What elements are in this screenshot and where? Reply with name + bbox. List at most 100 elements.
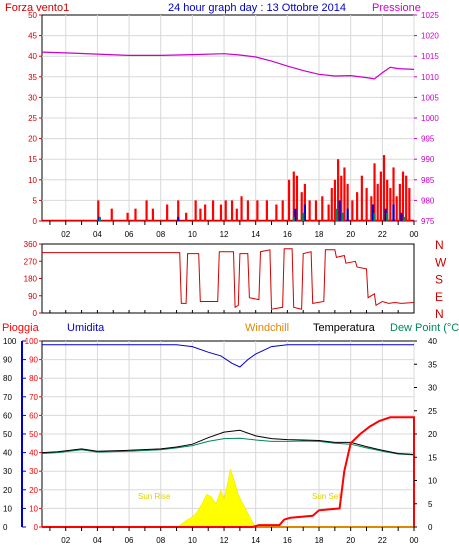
wind-avg-bar — [346, 208, 349, 221]
wind-gust-bar — [199, 208, 202, 221]
compass-label: E — [435, 290, 443, 304]
wind-gust-bar — [382, 155, 386, 221]
temperature-tick-label: 15 — [428, 453, 437, 462]
rain-tick-label: 0 — [34, 523, 39, 532]
wind-gust-bar — [145, 200, 148, 221]
wind-avg-bar — [338, 200, 341, 221]
wind-gust-bar — [308, 200, 311, 221]
wind-gust-bar — [300, 192, 303, 221]
hour-tick-label: 00 — [410, 536, 419, 545]
wind-tick-label: 45 — [28, 32, 37, 41]
hour-tick-label: 14 — [251, 536, 260, 545]
temperature-tick-label: 10 — [428, 477, 437, 486]
wind-gust-bar — [194, 200, 197, 221]
temperature-tick-label: 20 — [428, 430, 437, 439]
wind-gust-bar — [398, 183, 401, 221]
wind-gust-bar — [337, 159, 340, 221]
wind-pressure-axes: 0510152025303540455097598098599099510001… — [28, 11, 439, 239]
hour-tick-label: 22 — [378, 536, 387, 545]
wind-gust-bar — [351, 200, 354, 221]
hour-tick-label: 18 — [315, 536, 324, 545]
wind-gust-bar — [346, 183, 349, 221]
wind-gust-bar — [340, 175, 343, 221]
hour-tick-label: 22 — [378, 230, 387, 239]
hour-tick-label: 08 — [156, 536, 165, 545]
pressure-tick-label: 985 — [421, 176, 435, 185]
wind-direction-chart: 360 N 270 W 180 S 90 E 0 N — [24, 238, 447, 321]
wind-calm-bar — [302, 212, 305, 221]
pressure-tick-label: 980 — [421, 196, 435, 205]
pressure-tick-label: 975 — [421, 217, 435, 226]
sunset-annotation: Sun Set — [312, 492, 341, 501]
temperature-tick-label: 5 — [428, 500, 433, 509]
hour-tick-label: 12 — [220, 230, 229, 239]
wind-gust-bar — [219, 204, 223, 221]
wind-tick-label: 50 — [28, 11, 37, 20]
pressure-tick-label: 990 — [421, 155, 435, 164]
wind-gust-bar — [386, 179, 389, 221]
wind-avg-bar — [384, 208, 387, 221]
wind-tick-label: 10 — [28, 176, 37, 185]
humidity-line — [42, 344, 414, 368]
humidity-tick-label: 60 — [3, 411, 12, 420]
pressure-tick-label: 1025 — [421, 11, 439, 20]
temperature-line — [41, 429, 415, 455]
hour-tick-label: 12 — [220, 536, 229, 545]
wind-gust-bar — [166, 204, 169, 221]
rain-tick-label: 20 — [29, 486, 38, 495]
wind-gust-bar — [246, 200, 249, 221]
dewpoint-label: Dew Point (°C — [390, 322, 459, 334]
wind-gust-bar — [126, 212, 129, 221]
wind-gust-bar — [295, 175, 299, 221]
temperature-tick-label: 30 — [428, 384, 437, 393]
wind-gust-bar — [405, 175, 408, 221]
wind-gust-bar — [256, 200, 259, 221]
wind-gust-bar — [401, 171, 405, 221]
wind-calm-bar — [335, 208, 338, 221]
wind-calm-bar — [292, 216, 295, 221]
hour-tick-label: 10 — [188, 536, 197, 545]
wind-gust-bar — [224, 200, 227, 221]
wind-avg-bar — [303, 204, 306, 221]
rain-tick-label: 80 — [29, 374, 38, 383]
humidity-tick-label: 50 — [3, 430, 12, 439]
wind-gust-bar — [321, 196, 324, 221]
wind-gust-bar — [343, 167, 346, 221]
wind-gust-bar — [408, 188, 411, 221]
rain-tick-label: 50 — [29, 430, 38, 439]
direction-tick-label: 90 — [28, 292, 37, 301]
wind-gust-bar — [330, 188, 333, 221]
hour-tick-label: 04 — [93, 230, 102, 239]
wind-avg-bar — [400, 212, 403, 221]
hour-tick-label: 06 — [125, 230, 134, 239]
wind-gust-bar — [303, 183, 306, 221]
wind-direction-marks — [42, 248, 415, 310]
wind-gust-bar — [275, 204, 278, 221]
humidity-label: Umidita — [67, 322, 105, 334]
humidity-tick-label: 10 — [3, 504, 12, 513]
rain-label: Pioggia — [2, 322, 40, 334]
wind-tick-label: 25 — [28, 114, 37, 123]
humidity-tick-label: 80 — [3, 374, 12, 383]
wind-avg-bar — [392, 204, 395, 221]
wind-calm-bar — [403, 216, 406, 221]
wind-gust-bar — [365, 188, 368, 221]
wind-gust-bar — [281, 200, 284, 221]
direction-tick-label: 270 — [24, 257, 38, 266]
wind-gust-bar — [379, 171, 382, 221]
wind-gust-bar — [376, 183, 379, 221]
chart-title: 24 hour graph day : 13 Ottobre 2014 — [168, 2, 346, 14]
wind-tick-label: 5 — [33, 196, 38, 205]
pressure-tick-label: 995 — [421, 135, 435, 144]
wind-calm-bar — [373, 212, 376, 221]
hour-tick-label: 04 — [93, 536, 102, 545]
wind-calm-bar — [386, 212, 389, 221]
solar-area — [179, 467, 255, 528]
wind-gust-bar — [292, 171, 295, 221]
wind-gust-bar — [373, 163, 376, 221]
hour-tick-label: 00 — [410, 230, 419, 239]
wind-avg-bar — [177, 216, 180, 221]
wind-gust-bar — [151, 208, 155, 221]
